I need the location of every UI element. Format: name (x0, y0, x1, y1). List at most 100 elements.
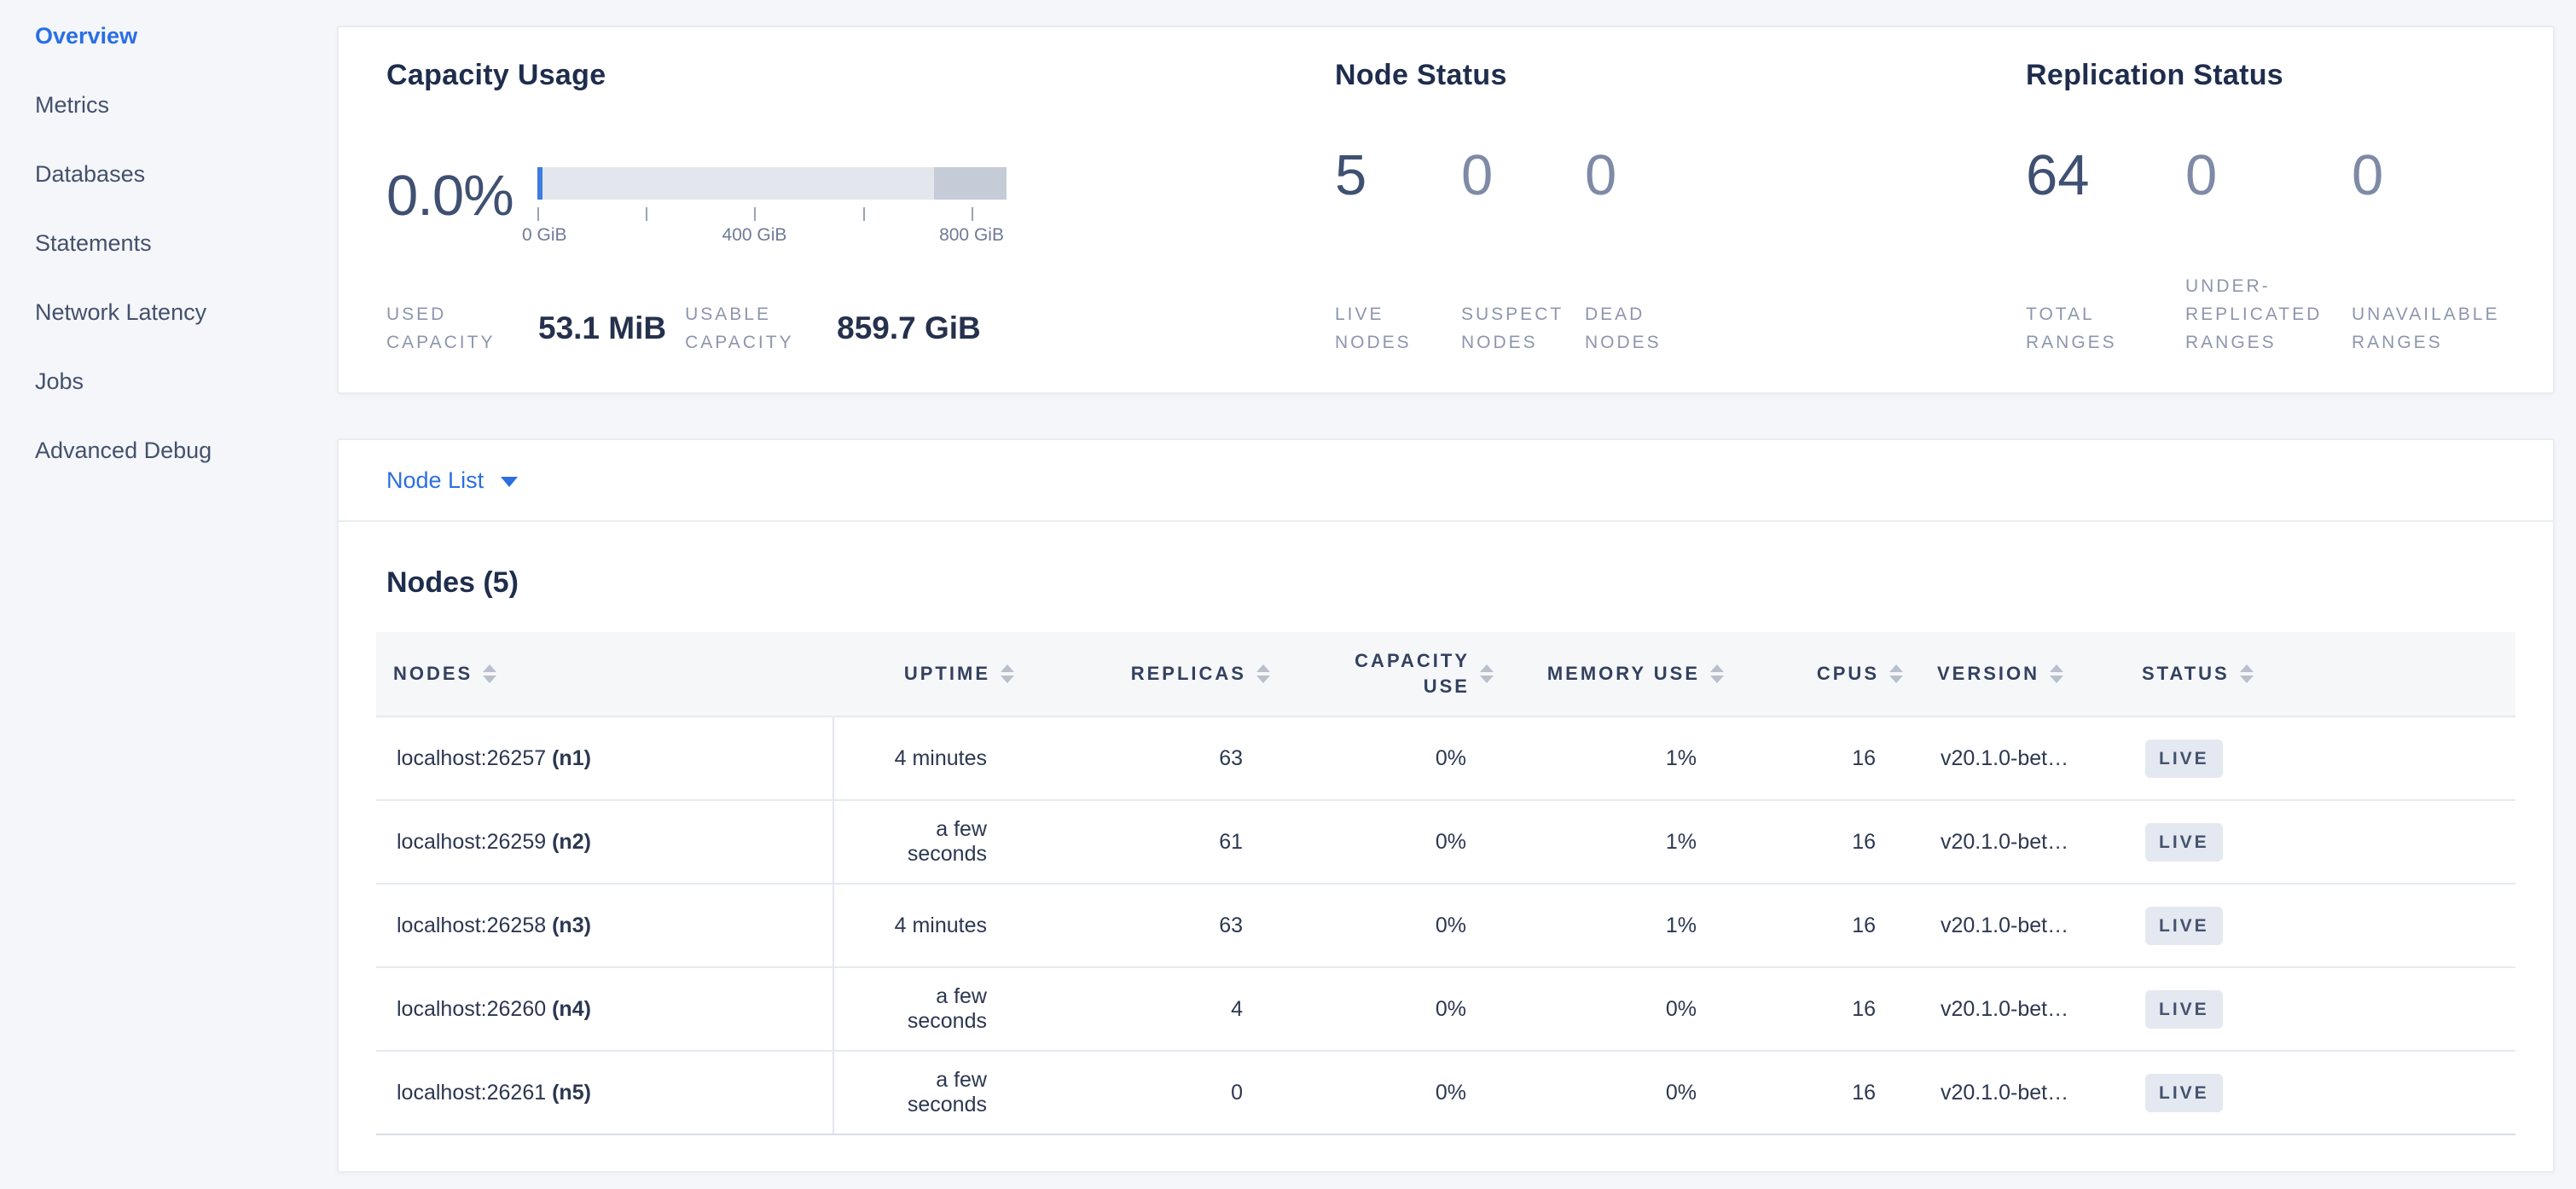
sidebar-item-metrics[interactable]: Metrics (35, 92, 109, 118)
replication-stats: 64 TOTAL RANGES 0 UNDER- REPLICATED RANG… (2026, 147, 2505, 357)
status-cell: LIVE (2125, 967, 2515, 1052)
sidebar: Overview Metrics Databases Statements Ne… (0, 0, 337, 1189)
cpus-cell: 16 (1741, 1051, 1920, 1135)
node-list-dropdown[interactable]: Node List (386, 467, 519, 494)
node-address-cell[interactable]: localhost:26258 (n3) (376, 884, 834, 968)
node-list-card: Node List Nodes (5) NODES (337, 438, 2555, 1173)
sidebar-item-jobs[interactable]: Jobs (35, 368, 84, 394)
status-cell: LIVE (2125, 884, 2515, 968)
replicas-cell: 63 (1031, 884, 1287, 968)
node-status-stats: 5 LIVE NODES 0 SUSPECT NODES 0 DEAD NODE… (1335, 147, 2026, 357)
version-cell: v20.1.0-bet… (1920, 716, 2125, 801)
axis-label: 800 GiB (939, 225, 1004, 245)
capacity-bar-other-segment (933, 167, 1007, 200)
used-capacity-stat: USED CAPACITY 53.1 MiB (386, 300, 666, 357)
axis-label: 400 GiB (722, 225, 787, 245)
status-badge: LIVE (2145, 989, 2223, 1029)
version-cell: v20.1.0-bet… (1920, 884, 2125, 968)
usable-capacity-value: 859.7 GiB (837, 310, 981, 345)
table-row: localhost:26261 (n5) a few seconds 0 0% … (376, 1051, 2515, 1135)
used-capacity-value: 53.1 MiB (538, 310, 667, 345)
chevron-down-icon (501, 477, 519, 487)
capacity-usage-title: Capacity Usage (386, 59, 606, 91)
node-address-cell[interactable]: localhost:26257 (n1) (376, 716, 834, 801)
live-nodes-value: 5 (1335, 143, 1367, 207)
version-cell: v20.1.0-bet… (1920, 800, 2125, 884)
sidebar-item-network-latency[interactable]: Network Latency (35, 299, 207, 325)
capacity-axis-labels: 0 GiB 400 GiB 800 GiB (522, 225, 1007, 249)
version-cell: v20.1.0-bet… (1920, 1051, 2125, 1135)
replicas-cell: 63 (1031, 716, 1287, 801)
node-address-cell[interactable]: localhost:26259 (n2) (376, 800, 834, 884)
replicas-cell: 61 (1031, 800, 1287, 884)
sort-icon (2239, 664, 2254, 683)
node-id: (n4) (552, 996, 591, 1021)
sidebar-item-databases[interactable]: Databases (35, 161, 146, 187)
replicas-cell: 4 (1031, 967, 1287, 1052)
usable-capacity-stat: USABLE CAPACITY 859.7 GiB (685, 300, 981, 357)
column-label: REPLICAS (1130, 663, 1246, 684)
under-replicated-stat: 0 UNDER- REPLICATED RANGES (2185, 147, 2352, 357)
sidebar-item-overview[interactable]: Overview (35, 23, 138, 49)
column-header-status[interactable]: STATUS (2125, 632, 2515, 717)
axis-tick (754, 207, 757, 221)
column-header-nodes[interactable]: NODES (376, 632, 833, 717)
table-row: localhost:26259 (n2) a few seconds 61 0%… (376, 800, 2515, 884)
sidebar-item-advanced-debug[interactable]: Advanced Debug (35, 438, 212, 463)
column-label: NODES (393, 663, 473, 684)
capacity-stats: USED CAPACITY 53.1 MiB USABLE CAPACITY 8… (386, 300, 1335, 357)
live-nodes-label: LIVE NODES (1335, 304, 1412, 352)
column-label: CPUS (1816, 663, 1879, 684)
total-ranges-value: 64 (2026, 143, 2090, 207)
suspect-nodes-label: SUSPECT NODES (1461, 304, 1564, 352)
nodes-table: NODES UPTIME REPLICAS CAPACITY USE (376, 632, 2515, 1135)
capacity-bar-track (537, 167, 1007, 200)
cpus-cell: 16 (1741, 716, 1920, 801)
status-cell: LIVE (2125, 716, 2515, 801)
status-badge: LIVE (2145, 739, 2223, 778)
status-badge: LIVE (2145, 906, 2223, 945)
status-badge: LIVE (2145, 1073, 2223, 1112)
total-ranges-stat: 64 TOTAL RANGES (2026, 147, 2185, 357)
dead-nodes-value: 0 (1585, 143, 1617, 207)
sort-icon (1001, 664, 1014, 683)
under-replicated-label: UNDER- REPLICATED RANGES (2185, 276, 2323, 352)
capacity-use-cell: 0% (1287, 800, 1511, 884)
column-label: STATUS (2142, 663, 2230, 684)
sort-icon (1710, 664, 1724, 683)
capacity-use-cell: 0% (1287, 884, 1511, 968)
table-row: localhost:26257 (n1) 4 minutes 63 0% 1% … (376, 716, 2515, 801)
table-header-row: NODES UPTIME REPLICAS CAPACITY USE (376, 632, 2515, 717)
dead-nodes-label: DEAD NODES (1585, 304, 1662, 352)
column-header-memory-use[interactable]: MEMORY USE (1511, 632, 1741, 717)
node-address-cell[interactable]: localhost:26261 (n5) (376, 1051, 834, 1135)
used-capacity-label: USED CAPACITY (386, 304, 496, 352)
node-id: (n5) (552, 1080, 591, 1105)
capacity-gauge: 0.0% (386, 167, 1335, 249)
column-header-cpus[interactable]: CPUS (1741, 632, 1920, 717)
capacity-use-cell: 0% (1287, 1051, 1511, 1135)
capacity-usage-section: Capacity Usage 0.0% (386, 58, 1335, 357)
column-header-capacity-use[interactable]: CAPACITY USE (1287, 632, 1511, 717)
live-nodes-stat: 5 LIVE NODES (1335, 147, 1461, 357)
table-row: localhost:26260 (n4) a few seconds 4 0% … (376, 967, 2515, 1052)
sort-icon (483, 664, 497, 683)
sort-icon (1480, 664, 1494, 683)
sidebar-item-statements[interactable]: Statements (35, 230, 152, 256)
unavailable-ranges-label: UNAVAILABLE RANGES (2352, 304, 2500, 352)
node-id: (n1) (552, 745, 591, 770)
uptime-cell: 4 minutes (833, 716, 1031, 801)
version-cell: v20.1.0-bet… (1920, 967, 2125, 1052)
dead-nodes-stat: 0 DEAD NODES (1585, 147, 1662, 357)
node-address: localhost:26258 (397, 913, 547, 937)
capacity-use-cell: 0% (1287, 716, 1511, 801)
node-address: localhost:26257 (397, 745, 547, 770)
column-header-replicas[interactable]: REPLICAS (1031, 632, 1287, 717)
column-header-version[interactable]: VERSION (1920, 632, 2125, 717)
unavailable-ranges-stat: 0 UNAVAILABLE RANGES (2352, 147, 2499, 357)
sort-icon (1889, 664, 1903, 683)
column-header-uptime[interactable]: UPTIME (833, 632, 1031, 717)
replicas-cell: 0 (1031, 1051, 1287, 1135)
nodes-count-title: Nodes (5) (386, 566, 519, 599)
node-address-cell[interactable]: localhost:26260 (n4) (376, 967, 834, 1052)
